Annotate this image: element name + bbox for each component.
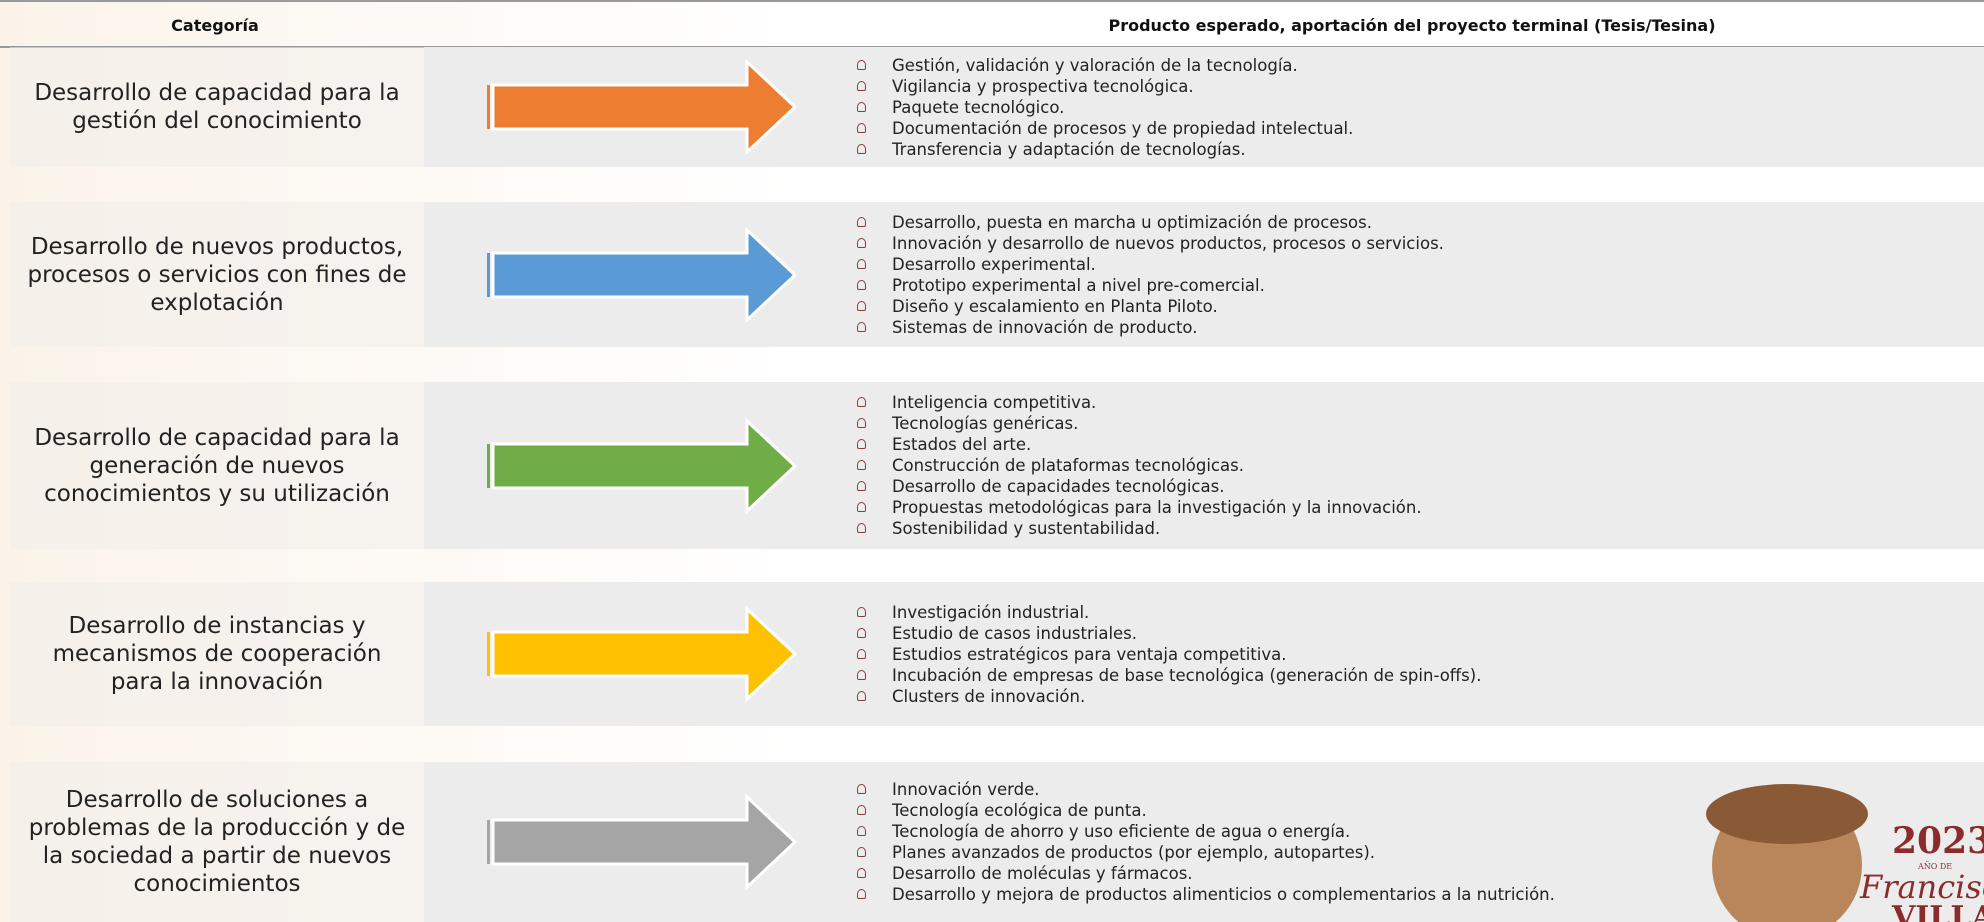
arrow-shape [491,605,797,703]
item-list: Innovación verde. Tecnología ecológica de… [845,762,1555,922]
list-item: Tecnología de ahorro y uso eficiente de … [845,821,1555,842]
portrait-hat [1706,784,1868,844]
row: Desarrollo de capacidad para la gestión … [10,47,1984,167]
item-list: Investigación industrial. Estudio de caso… [845,582,1481,726]
logo-subtitle: AÑO DE [1918,862,1953,871]
list-item: Documentación de procesos y de propiedad… [845,118,1353,139]
arrow-shape [491,226,797,323]
logo-year: 2023 [1892,820,1984,862]
list-item: Clusters de innovación. [845,686,1481,707]
list-item: Prototipo experimental a nivel pre-comer… [845,275,1444,296]
arrow [487,58,797,156]
list-item: Desarrollo, puesta en marcha u optimizac… [845,212,1444,233]
list-item: Sistemas de innovación de producto. [845,317,1444,338]
list-item: Desarrollo experimental. [845,254,1444,275]
item-list: Gestión, validación y valoración de la t… [845,47,1353,167]
category: Desarrollo de nuevos productos, procesos… [10,202,424,347]
list-item: Desarrollo de capacidades tecnológicas. [845,476,1422,497]
list-item: Planes avanzados de productos (por ejemp… [845,842,1555,863]
arrow-shape [491,417,797,514]
column-header: Categoría [171,16,259,35]
arrow [487,226,797,323]
list-item: Transferencia y adaptación de tecnología… [845,139,1353,160]
list-item: Incubación de empresas de base tecnológi… [845,665,1481,686]
arrow-shape [487,443,490,488]
list-item: Inteligencia competitiva. [845,392,1422,413]
list-item: Gestión, validación y valoración de la t… [845,55,1353,76]
list-item: Investigación industrial. [845,602,1481,623]
list-item: Paquete tecnológico. [845,97,1353,118]
category: Desarrollo de capacidad para la gestión … [10,47,424,167]
row: Desarrollo de soluciones a problemas de … [10,762,1984,922]
list-item: Diseño y escalamiento en Planta Piloto. [845,296,1444,317]
arrow [487,793,797,891]
row: Desarrollo de instancias y mecanismos de… [10,582,1984,726]
column-header: Producto esperado, aportación del proyec… [1108,16,1716,35]
list-item: Tecnologías genéricas. [845,413,1422,434]
item-list: Desarrollo, puesta en marcha u optimizac… [845,202,1444,347]
category: Desarrollo de soluciones a problemas de … [10,762,424,922]
list-item: Desarrollo de moléculas y fármacos. [845,863,1555,884]
arrow-shape [487,85,490,129]
category: Desarrollo de capacidad para la generaci… [10,382,424,549]
item-list: Inteligencia competitiva. Tecnologías gen… [845,382,1422,549]
arrow [487,605,797,703]
logo-name: Francisco [1860,868,1984,906]
list-item: Desarrollo y mejora de productos aliment… [845,884,1555,905]
arrow [487,417,797,514]
arrow-shape [487,252,490,297]
list-item: Sostenibilidad y sustentabilidad. [845,518,1422,539]
list-item: Innovación verde. [845,779,1555,800]
arrow-shape [487,820,490,864]
logo: 2023 AÑO DE Francisco VILLA [1706,780,1984,922]
list-item: Estudio de casos industriales. [845,623,1481,644]
list-item: Estados del arte. [845,434,1422,455]
list-item: Estudios estratégicos para ventaja compe… [845,644,1481,665]
list-item: Construcción de plataformas tecnológicas… [845,455,1422,476]
row: Desarrollo de nuevos productos, procesos… [10,202,1984,347]
list-item: Propuestas metodológicas para la investi… [845,497,1422,518]
logo-surname: VILLA [1892,900,1984,922]
list-item: Tecnología ecológica de punta. [845,800,1555,821]
list-item: Vigilancia y prospectiva tecnológica. [845,76,1353,97]
arrow-shape [491,793,797,891]
row: Desarrollo de capacidad para la generaci… [10,382,1984,549]
arrow-shape [487,632,490,676]
category: Desarrollo de instancias y mecanismos de… [10,582,424,726]
header: Categoría Producto esperado, aportación … [0,0,1984,48]
list-item: Innovación y desarrollo de nuevos produc… [845,233,1444,254]
arrow-shape [491,58,797,156]
